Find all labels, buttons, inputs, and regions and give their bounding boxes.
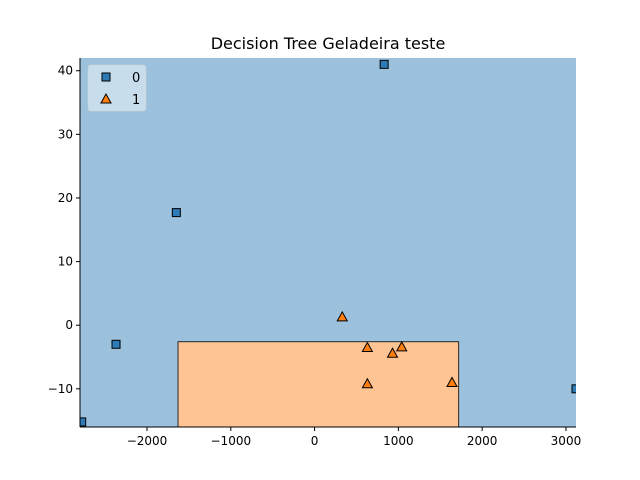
data-point-class-0 xyxy=(111,339,121,349)
decision-region-class-1 xyxy=(177,341,460,427)
legend-marker-class-0 xyxy=(101,72,111,82)
data-point-class-1 xyxy=(336,310,349,322)
data-point-class-0 xyxy=(171,208,181,218)
plot-inner xyxy=(80,58,576,427)
x-tick-label: 3000 xyxy=(551,434,582,448)
legend-label-class-1: 1 xyxy=(132,93,140,108)
y-tick-label: 0 xyxy=(65,318,73,332)
plot-area xyxy=(80,58,576,427)
data-point-class-1 xyxy=(361,377,374,389)
data-point-class-1 xyxy=(386,347,399,358)
chart-title: Decision Tree Geladeira teste xyxy=(211,34,446,53)
x-axis: −2000 −1000 0 1000 2000 3000 xyxy=(80,426,582,448)
x-tick-label: 0 xyxy=(311,434,319,448)
x-tick-label: 2000 xyxy=(467,434,498,448)
data-point-class-1 xyxy=(361,341,374,352)
y-tick-label: −10 xyxy=(48,382,73,396)
x-tick-label: 1000 xyxy=(383,434,414,448)
data-point-class-1 xyxy=(395,340,408,352)
legend: 01 xyxy=(87,64,147,112)
data-point-class-1 xyxy=(446,376,458,387)
legend-label-class-0: 0 xyxy=(132,71,140,86)
y-tick-label: 20 xyxy=(58,191,73,205)
x-tick-label: −2000 xyxy=(127,434,168,448)
y-tick-label: 10 xyxy=(58,255,73,269)
y-tick-label: 30 xyxy=(58,127,73,141)
x-tick-label: −1000 xyxy=(211,434,252,448)
legend-marker-class-1 xyxy=(100,92,112,104)
data-point-class-0 xyxy=(379,59,389,69)
data-point-class-0 xyxy=(80,417,87,427)
y-axis: −10 0 10 20 30 40 xyxy=(48,58,81,427)
data-point-class-0 xyxy=(571,384,576,394)
y-tick-label: 40 xyxy=(58,64,73,78)
